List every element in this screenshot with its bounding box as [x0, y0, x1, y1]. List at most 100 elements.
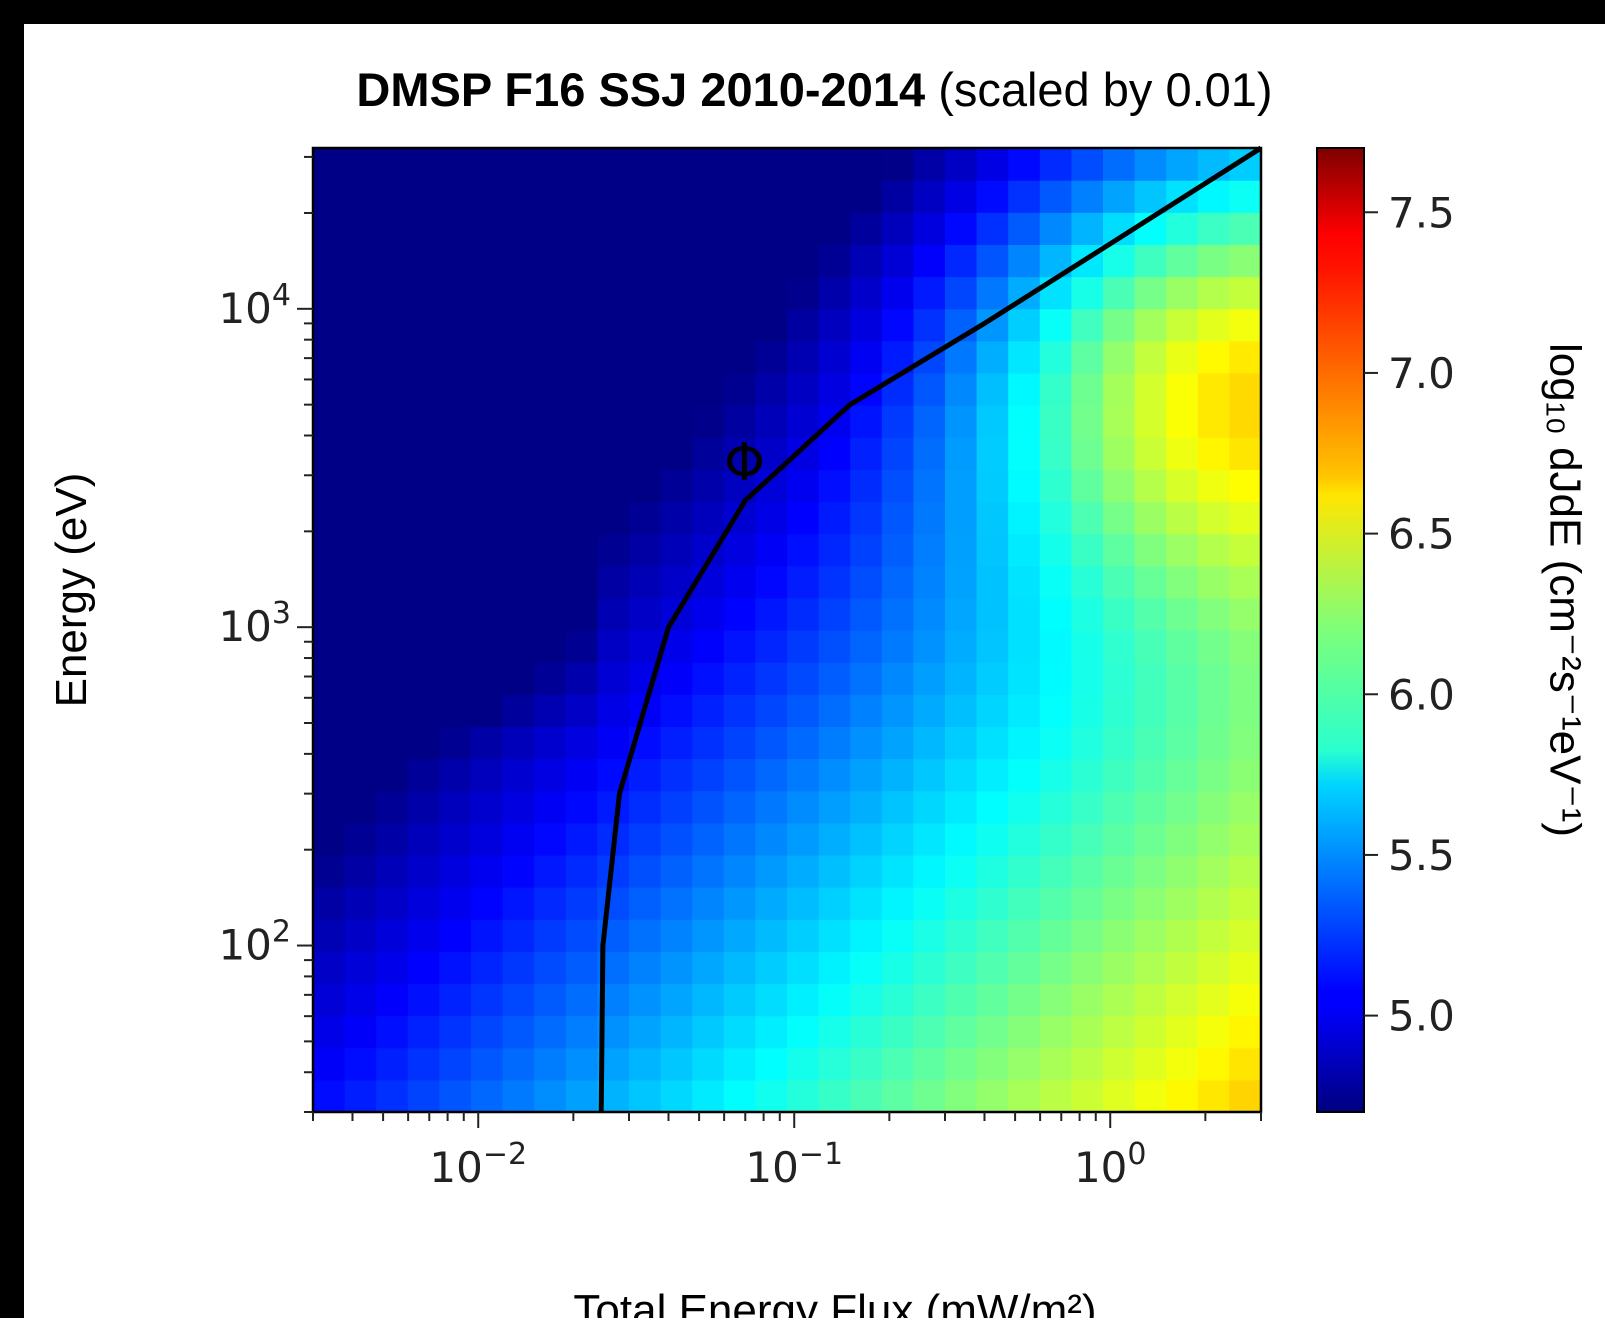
heatmap-cell — [376, 597, 409, 631]
heatmap-cell — [1039, 758, 1072, 792]
heatmap-cell — [471, 597, 504, 631]
heatmap-cell — [597, 372, 630, 406]
heatmap-cell — [1008, 919, 1041, 952]
heatmap-cell — [502, 630, 535, 663]
heatmap-cell — [1134, 1079, 1167, 1113]
heatmap-cell — [1134, 1015, 1167, 1049]
heatmap-cell — [471, 790, 504, 824]
heatmap-cell — [1008, 533, 1041, 567]
heatmap-cell — [881, 854, 914, 888]
heatmap-cell — [976, 919, 1009, 952]
heatmap-cell — [913, 822, 946, 856]
heatmap-cell — [439, 340, 472, 374]
heatmap-cell — [787, 887, 820, 920]
heatmap-cell — [1229, 437, 1262, 470]
heatmap-cell — [629, 533, 662, 567]
heatmap-cell — [1103, 758, 1136, 792]
heatmap-cell — [597, 469, 630, 503]
heatmap-cell — [376, 822, 409, 856]
heatmap-cell — [850, 405, 883, 438]
heatmap-cell — [755, 148, 788, 181]
heatmap-cell — [1134, 565, 1167, 599]
heatmap-cell — [313, 405, 346, 438]
heatmap-cell — [376, 1079, 409, 1113]
heatmap-cell — [629, 919, 662, 952]
heatmap-cell — [407, 533, 440, 567]
heatmap-cell — [502, 854, 535, 888]
heatmap-cell — [1103, 469, 1136, 503]
heatmap-cell — [1039, 597, 1072, 631]
heatmap-cell — [945, 983, 978, 1017]
heatmap-cell — [313, 244, 346, 278]
heatmap-cell — [1071, 276, 1104, 310]
heatmap-cell — [407, 180, 440, 213]
heatmap-cell — [313, 276, 346, 310]
heatmap-cell — [1008, 308, 1041, 342]
heatmap-cell — [1103, 276, 1136, 310]
heatmap-cell — [692, 790, 725, 824]
heatmap-cell — [1197, 597, 1230, 631]
heatmap-cell — [439, 180, 472, 213]
heatmap-cell — [502, 726, 535, 760]
heatmap-cell — [1103, 148, 1136, 181]
heatmap-cell — [629, 983, 662, 1017]
heatmap-cell — [976, 662, 1009, 695]
heatmap-cell — [881, 1015, 914, 1049]
heatmap-cell — [723, 951, 756, 985]
heatmap-cell — [881, 469, 914, 503]
heatmap-cell — [565, 212, 598, 245]
heatmap-cell — [629, 244, 662, 278]
heatmap-cell — [723, 662, 756, 695]
heatmap-cell — [1103, 565, 1136, 599]
heatmap-cell — [407, 726, 440, 760]
heatmap-cell — [1197, 340, 1230, 374]
heatmap-cell — [407, 662, 440, 695]
heatmap-cell — [1071, 983, 1104, 1017]
heatmap-cell — [1008, 501, 1041, 535]
heatmap-cell — [1229, 919, 1262, 952]
heatmap-cell — [629, 565, 662, 599]
heatmap-cell — [502, 662, 535, 695]
heatmap-cell — [850, 726, 883, 760]
heatmap-cell — [439, 308, 472, 342]
heatmap-cell — [502, 565, 535, 599]
heatmap-cell — [976, 372, 1009, 406]
heatmap-cell — [945, 597, 978, 631]
heatmap-cell — [407, 340, 440, 374]
heatmap-cell — [376, 854, 409, 888]
heatmap-cell — [565, 694, 598, 727]
heatmap-cell — [976, 469, 1009, 503]
heatmap-cell — [313, 1079, 346, 1113]
heatmap-cell — [1197, 919, 1230, 952]
heatmap-cell — [471, 726, 504, 760]
heatmap-cell — [787, 212, 820, 245]
heatmap-cell — [376, 1047, 409, 1081]
heatmap-cell — [407, 565, 440, 599]
heatmap-cell — [1166, 1047, 1199, 1081]
heatmap-cell — [945, 244, 978, 278]
heatmap-cell — [534, 276, 567, 310]
heatmap-cell — [407, 854, 440, 888]
heatmap-cell — [1071, 308, 1104, 342]
phi-curve — [598, 145, 1263, 1113]
heatmap-cell — [913, 694, 946, 727]
heatmap-cell — [565, 565, 598, 599]
heatmap-cell — [629, 437, 662, 470]
heatmap-cell — [1166, 1015, 1199, 1049]
heatmap-cell — [976, 790, 1009, 824]
heatmap-cell — [344, 308, 377, 342]
heatmap-cell — [407, 437, 440, 470]
heatmap-cell — [1039, 822, 1072, 856]
heatmap-cell — [471, 1015, 504, 1049]
heatmap-cell — [976, 1047, 1009, 1081]
heatmap-cell — [502, 1015, 535, 1049]
heatmap-cell — [913, 726, 946, 760]
heatmap-cell — [1008, 694, 1041, 727]
heatmap-cell — [344, 630, 377, 663]
heatmap-cell — [1229, 887, 1262, 920]
heatmap-cell — [344, 1047, 377, 1081]
heatmap-cell — [1134, 180, 1167, 213]
heatmap-cell — [660, 437, 693, 470]
heatmap-cell — [313, 437, 346, 470]
heatmap-cell — [850, 501, 883, 535]
